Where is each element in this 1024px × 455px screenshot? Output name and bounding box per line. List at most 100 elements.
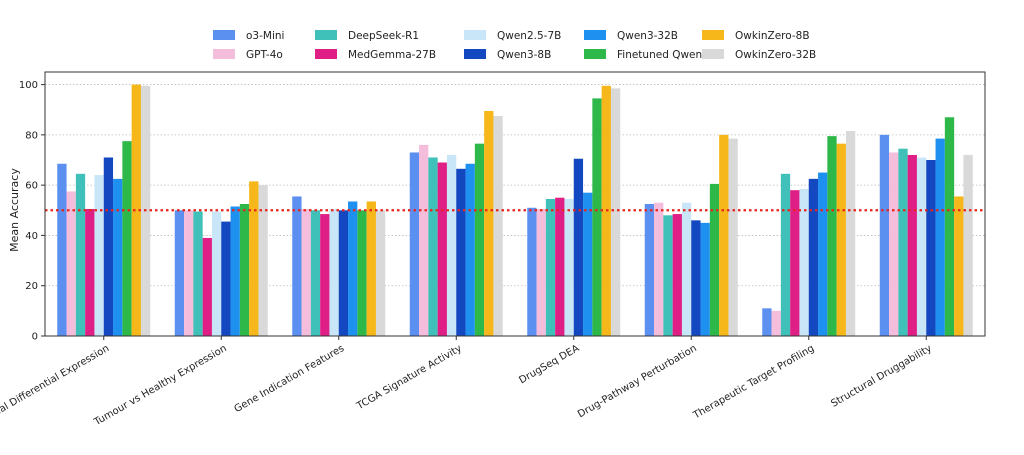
bar [85, 209, 95, 336]
y-tick-label: 0 [32, 332, 38, 343]
bar [456, 168, 466, 336]
legend-label: Qwen2.5-7B [497, 30, 561, 42]
legend-item: DeepSeek-R1 [315, 30, 419, 42]
bar [700, 222, 710, 336]
category-group [57, 84, 151, 336]
legend-label: OwkinZero-32B [735, 49, 816, 61]
bar [193, 211, 203, 336]
bar [375, 210, 386, 336]
bar [239, 204, 250, 336]
bar [583, 192, 593, 336]
legend-swatch [584, 30, 606, 40]
bar [301, 209, 311, 336]
bar [889, 152, 899, 336]
bar [249, 181, 259, 336]
legend-swatch [464, 30, 486, 40]
bar [799, 188, 809, 336]
grid-lines [45, 84, 985, 287]
bar [780, 173, 791, 336]
bar [94, 175, 104, 336]
x-tick-label: Drug-Pathway Perturbation [576, 343, 699, 420]
legend-swatch [464, 49, 486, 59]
x-tick-label: TCGA Signature Activity [354, 343, 464, 413]
legend-swatch [702, 30, 724, 40]
bar [709, 183, 720, 336]
bar [57, 163, 67, 336]
bar [484, 110, 494, 336]
bar [879, 134, 890, 336]
bar [827, 136, 837, 336]
bar [66, 191, 76, 336]
category-group [762, 131, 856, 336]
bar [728, 138, 738, 336]
y-axis-ticks: 0 20 40 60 80 100 [19, 80, 45, 343]
y-tick-label: 20 [25, 281, 38, 292]
bar [310, 210, 321, 336]
legend-label: Qwen3-32B [617, 30, 678, 42]
bar [419, 144, 429, 336]
category-group [292, 196, 386, 336]
bar [663, 215, 673, 336]
bar [610, 88, 621, 336]
bar [907, 154, 917, 336]
legend-item: OwkinZero-8B [702, 30, 810, 42]
bar [221, 221, 231, 336]
bar [898, 148, 908, 336]
bar [437, 162, 447, 336]
legend-item: Qwen3-32B [584, 30, 678, 42]
bar [555, 197, 565, 336]
bar [808, 178, 819, 336]
legend-item: Finetuned Qwen3 [584, 49, 709, 61]
legend-label: o3-Mini [246, 30, 284, 42]
bar [292, 196, 302, 336]
legend-label: MedGemma-27B [348, 49, 436, 61]
x-tick-label: Tumour vs Healthy Expression [92, 343, 229, 428]
legend-item: o3-Mini [213, 30, 284, 42]
bar [771, 310, 781, 336]
bar [592, 98, 602, 337]
bar [174, 210, 185, 336]
bar [474, 143, 485, 336]
bar [184, 210, 194, 336]
bar [366, 201, 376, 336]
bar [230, 206, 240, 336]
bar [465, 163, 475, 336]
bar [790, 190, 800, 336]
x-tick-label: Spatial Differential Expression [0, 343, 111, 428]
bar [428, 157, 438, 336]
legend-item: MedGemma-27B [315, 49, 436, 61]
bar [691, 220, 701, 336]
bar [536, 209, 546, 336]
legend: o3-Mini GPT-4o DeepSeek-R1 MedGemma-27B Qwen… [213, 30, 816, 61]
legend-label: OwkinZero-8B [735, 30, 810, 42]
y-tick-label: 60 [25, 181, 38, 192]
bar [644, 204, 655, 336]
bar [954, 196, 964, 336]
legend-label: GPT-4o [246, 49, 283, 61]
bar [357, 210, 367, 336]
y-tick-label: 80 [25, 130, 38, 141]
bar [527, 207, 537, 336]
bar [258, 185, 268, 336]
bar [681, 202, 692, 336]
bar [719, 134, 729, 336]
bar [963, 154, 973, 336]
legend-swatch [702, 49, 724, 59]
bar [573, 158, 584, 336]
bar [131, 84, 141, 336]
y-tick-label: 100 [19, 80, 38, 91]
legend-swatch [213, 30, 235, 40]
x-tick-label: Structural Druggability [829, 343, 933, 410]
x-tick-label: Gene Indication Features [233, 343, 347, 415]
bar [916, 157, 927, 336]
bar [348, 201, 358, 336]
legend-label: Qwen3-8B [497, 49, 551, 61]
legend-item: Qwen3-8B [464, 49, 551, 61]
bar [338, 210, 349, 336]
legend-swatch [584, 49, 606, 59]
legend-item: OwkinZero-32B [702, 49, 816, 61]
bar [564, 198, 574, 336]
category-group [409, 110, 503, 336]
